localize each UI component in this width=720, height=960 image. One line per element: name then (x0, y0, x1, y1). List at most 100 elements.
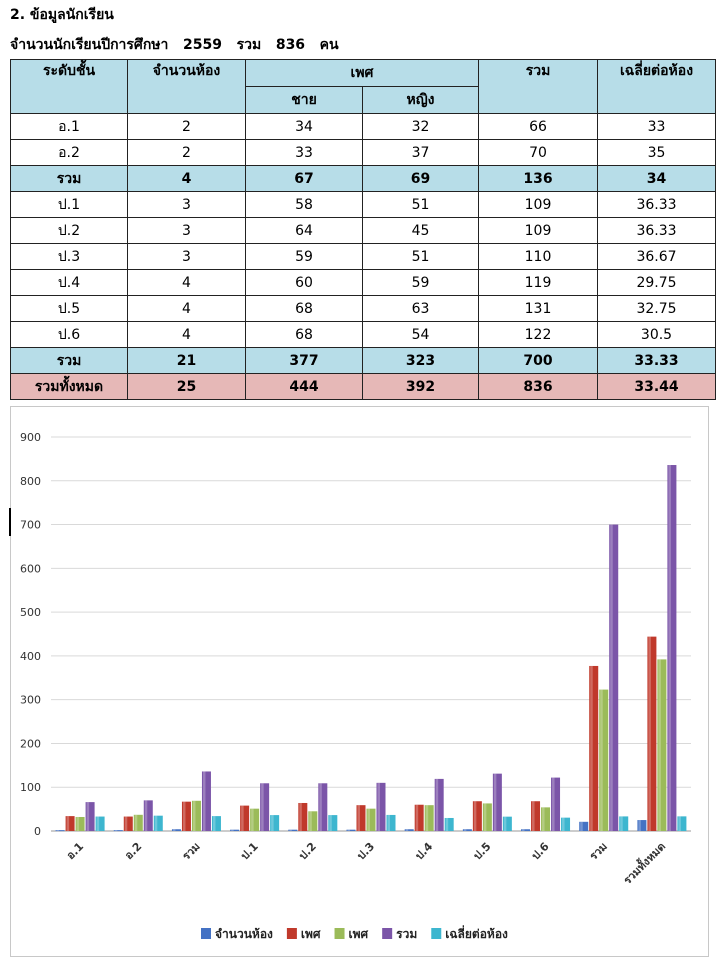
bar (677, 816, 687, 831)
bar (404, 829, 414, 831)
bar-highlight (347, 829, 350, 831)
cell-level: ป.5 (10, 295, 128, 322)
legend-label: รวม (396, 927, 417, 941)
x-tick-label: ป.5 (471, 840, 494, 863)
bar (541, 807, 551, 831)
cell-avg: 35 (597, 139, 716, 166)
y-tick-label: 200 (20, 737, 41, 750)
y-tick-label: 0 (34, 825, 41, 838)
table-row: รวม 4 67 69 136 34 (10, 165, 716, 192)
bar (85, 802, 95, 831)
table-row: ป.4 4 60 59 119 29.75 (10, 269, 716, 296)
bar-highlight (212, 816, 216, 831)
bar (667, 465, 677, 831)
cell-total: 700 (478, 347, 598, 374)
bar (599, 689, 609, 831)
bar-highlight (134, 814, 138, 831)
bar-highlight (552, 777, 555, 831)
table-row: รวมทั้งหมด 25 444 392 836 33.44 (10, 373, 716, 400)
cell-level: ป.2 (10, 217, 128, 244)
cell-male: 377 (245, 347, 363, 374)
bar-highlight (600, 689, 603, 831)
x-tick-label: ป.4 (413, 840, 436, 863)
cell-female: 45 (362, 217, 479, 244)
bar-highlight (271, 815, 274, 831)
cell-level: ป.1 (10, 191, 128, 218)
bar-highlight (503, 816, 507, 831)
bar (531, 801, 541, 831)
x-tick-label: อ.2 (122, 840, 144, 862)
bar-highlight (590, 665, 593, 831)
bar-highlight (202, 771, 206, 831)
cell-male: 444 (245, 373, 363, 400)
bar (270, 815, 280, 831)
cell-total: 131 (478, 295, 598, 322)
cell-rooms: 4 (127, 269, 246, 296)
cell-rooms: 2 (127, 139, 246, 166)
cell-rooms: 3 (127, 191, 246, 218)
y-tick-label: 400 (20, 650, 41, 663)
header-male: ชาย (245, 86, 363, 114)
bar (288, 829, 298, 831)
cell-total: 66 (478, 113, 598, 140)
cell-female: 323 (362, 347, 479, 374)
legend-swatch (431, 928, 442, 939)
bar-highlight (192, 800, 196, 831)
x-tick-label: ป.3 (355, 840, 378, 863)
cell-male: 68 (245, 295, 363, 322)
bar-highlight (66, 816, 70, 831)
cell-avg: 29.75 (597, 269, 716, 296)
table-row: อ.1 2 34 32 66 33 (10, 113, 716, 140)
legend-swatch (286, 928, 297, 939)
table-row: รวม 21 377 323 700 33.33 (10, 347, 716, 374)
cell-avg: 33.33 (597, 347, 716, 374)
bar-highlight (620, 816, 623, 831)
bar (153, 815, 163, 831)
x-tick-label: ป.1 (238, 840, 261, 863)
bar-highlight (658, 659, 661, 831)
bar (260, 783, 270, 831)
bar (657, 659, 667, 831)
cell-male: 34 (245, 113, 363, 140)
bar (521, 829, 531, 831)
bar-highlight (638, 820, 641, 831)
bar (609, 524, 619, 831)
header-female: หญิง (362, 86, 479, 114)
cell-avg: 33.44 (597, 373, 716, 400)
text-cursor (9, 508, 11, 536)
cell-total: 70 (478, 139, 598, 166)
bar (65, 816, 75, 831)
bar (211, 816, 221, 831)
table-row: อ.2 2 33 37 70 35 (10, 139, 716, 166)
cell-female: 59 (362, 269, 479, 296)
bar-highlight (405, 829, 409, 831)
legend-swatch (201, 928, 211, 939)
cell-level: อ.2 (10, 139, 128, 166)
bar (133, 814, 143, 831)
cell-level: รวม (10, 347, 128, 374)
x-tick-label: รวม (180, 840, 203, 863)
bar-highlight (231, 829, 234, 831)
cell-rooms: 4 (127, 321, 246, 348)
header-rooms: จำนวนห้อง (127, 59, 246, 114)
bar (95, 816, 105, 831)
bar (318, 783, 328, 831)
cell-female: 51 (362, 243, 479, 270)
cell-level: รวม (10, 165, 128, 192)
cell-male: 67 (245, 165, 363, 192)
bar (414, 804, 424, 831)
bar-highlight (493, 773, 497, 831)
bar-highlight (648, 636, 651, 831)
cell-female: 32 (362, 113, 479, 140)
table-row: ป.6 4 68 54 122 30.5 (10, 321, 716, 348)
cell-female: 37 (362, 139, 479, 166)
bar (346, 829, 356, 831)
cell-male: 33 (245, 139, 363, 166)
cell-male: 64 (245, 217, 363, 244)
bar (579, 821, 589, 831)
legend-label: จำนวนห้อง (215, 927, 273, 941)
header-level: ระดับชั้น (10, 59, 128, 114)
bar (482, 803, 492, 831)
bar-highlight (154, 815, 158, 831)
bar (250, 808, 260, 831)
